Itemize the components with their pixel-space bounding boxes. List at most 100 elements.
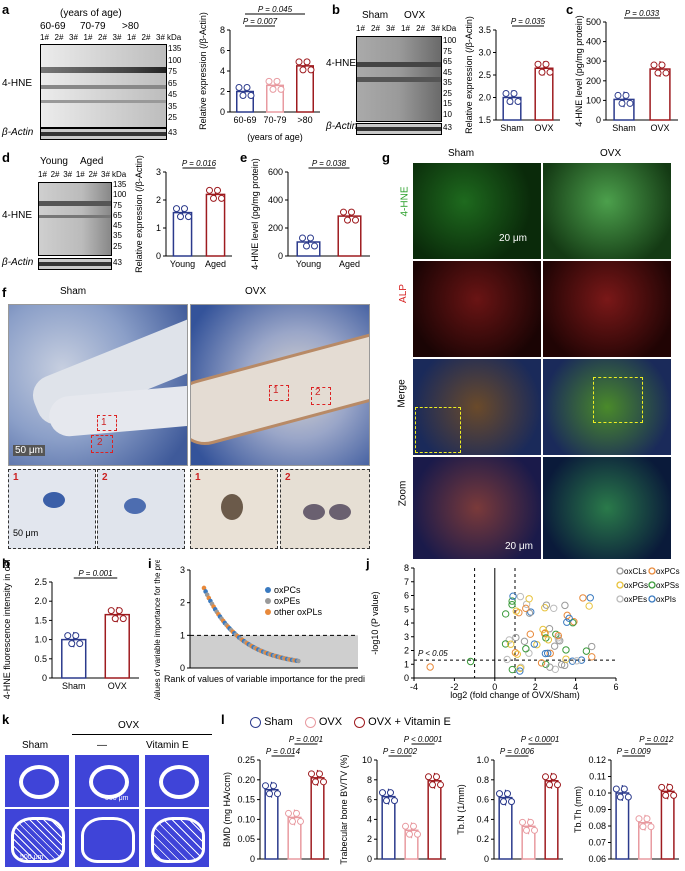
- y-tick-label: 0: [180, 663, 185, 673]
- data-point: [433, 773, 440, 781]
- data-point: [658, 783, 666, 791]
- data-point: [410, 822, 417, 830]
- actin-kda: 43: [168, 128, 177, 137]
- data-point: [582, 647, 591, 655]
- lane: 1#: [38, 170, 47, 179]
- x-tick-label: 2: [533, 682, 538, 692]
- panel-label-k: k: [2, 712, 10, 727]
- y-tick-label: 200: [586, 76, 601, 86]
- data-point: [510, 90, 518, 97]
- chart-j: P < 0.05 -4 -2 0 2 4 6 0 1 2 3 4 5 6 7 8 oxCLs oxPCs oxPGs…: [370, 563, 680, 700]
- chart-a: 0 2 4 6 8 60-69 70-79 >80 P = 0.007 P = 0.045 Rela…: [198, 5, 320, 142]
- col-label-ovx: —: [97, 740, 107, 751]
- y-tick-label: 0.6: [476, 795, 489, 805]
- data-point: [235, 84, 243, 91]
- data-point: [520, 637, 529, 646]
- inset-label: 1: [195, 472, 201, 483]
- data-point: [550, 773, 557, 781]
- lane: 3#: [431, 24, 440, 33]
- data-point: [277, 85, 285, 93]
- data-point: [391, 797, 398, 805]
- data-point: [289, 817, 296, 825]
- x-tick-label: OVX: [650, 123, 669, 133]
- age-header: (years of age): [60, 8, 122, 19]
- data-point: [502, 90, 510, 97]
- bar: [381, 795, 396, 860]
- data-point: [522, 645, 530, 653]
- data-point: [570, 618, 578, 626]
- inset-box-2: [91, 435, 113, 453]
- data-point: [270, 782, 277, 790]
- data-point: [308, 770, 315, 778]
- y-tick-label: 8: [220, 25, 225, 35]
- lane: 1#: [40, 33, 49, 42]
- bar: [104, 613, 130, 679]
- inset-ovx-2: 2: [280, 469, 370, 549]
- data-point: [537, 659, 546, 667]
- scale-bar-label: 500 μm: [20, 854, 44, 861]
- chart-b: 1.5 2.0 2.5 3.0 3.5 Sham OVX P = 0.035 Relative …: [464, 16, 560, 134]
- data-point: [437, 781, 444, 789]
- bar: [205, 193, 226, 257]
- y-tick-label: 1.5: [478, 115, 491, 125]
- blot-4hne: [38, 182, 112, 256]
- blot-4hne: [356, 36, 442, 122]
- data-point: [569, 619, 577, 627]
- y-tick-label: 6: [367, 795, 372, 805]
- data-point: [297, 817, 304, 825]
- y-tick-label: 10: [362, 755, 372, 765]
- data-point: [635, 815, 643, 823]
- marker: 35: [113, 231, 122, 241]
- marker: 135: [168, 44, 182, 53]
- y-tick-label: 300: [586, 56, 601, 66]
- marker: 100: [168, 55, 182, 65]
- data-point: [588, 642, 596, 651]
- legend-marker: [265, 598, 271, 604]
- data-point: [344, 216, 351, 224]
- x-tick-label: Sham: [500, 123, 524, 133]
- data-point: [538, 68, 546, 76]
- x-tick-label: Aged: [205, 259, 226, 269]
- y-axis-label: BMD (mg HA/ccm): [222, 772, 232, 847]
- y-tick-label: 0.11: [589, 772, 606, 782]
- y-tick-label: 2: [180, 598, 185, 608]
- panel-f-histology: Sham OVX 1 2 50 μm 1 2 1 50 μm 2 1 2: [0, 286, 375, 551]
- kda-label: kDa: [442, 24, 457, 33]
- marker: 65: [168, 78, 177, 88]
- y-tick-label: 500: [586, 17, 601, 27]
- inset-sham-2: 2: [97, 469, 185, 549]
- p-value: P = 0.001: [289, 735, 323, 744]
- marker: 45: [168, 90, 177, 99]
- data-point: [414, 830, 421, 838]
- y-tick-label: 4: [367, 814, 372, 824]
- data-point: [512, 633, 520, 642]
- bar: [544, 780, 559, 860]
- x-axis-label: Rank of values of variable importance fo…: [164, 674, 365, 684]
- data-point: [505, 636, 513, 644]
- data-point: [507, 640, 515, 648]
- y-tick-label: 0.08: [588, 821, 606, 831]
- img-ovx-merge: [542, 358, 672, 456]
- y-axis-label: 4-HNE level (pg/mg protein): [250, 158, 260, 270]
- inset-label: 1: [13, 472, 19, 483]
- panel-a-blot: (years of age) 60-69 70-79 >80 1# 2# 3# 1#…: [0, 0, 190, 140]
- data-point: [402, 822, 409, 830]
- data-point: [516, 592, 525, 601]
- legend-label: oxPEs: [274, 596, 301, 606]
- y-tick-label: 3.5: [478, 25, 491, 35]
- data-point: [111, 615, 119, 623]
- y-tick-label: 3.0: [478, 48, 491, 58]
- img-ovx-alp: [542, 260, 672, 358]
- data-point: [173, 205, 180, 213]
- data-point: [530, 640, 539, 648]
- actin-kda: 43: [113, 258, 122, 267]
- row-label-4hne: 4-HNE: [326, 58, 357, 69]
- data-point: [466, 657, 475, 666]
- img-sham-zoom: 20 μm: [412, 456, 542, 560]
- data-point: [579, 594, 587, 602]
- data-point: [626, 99, 634, 107]
- data-point: [243, 84, 251, 91]
- col-label-sham: Sham: [448, 148, 475, 159]
- data-point: [312, 778, 319, 786]
